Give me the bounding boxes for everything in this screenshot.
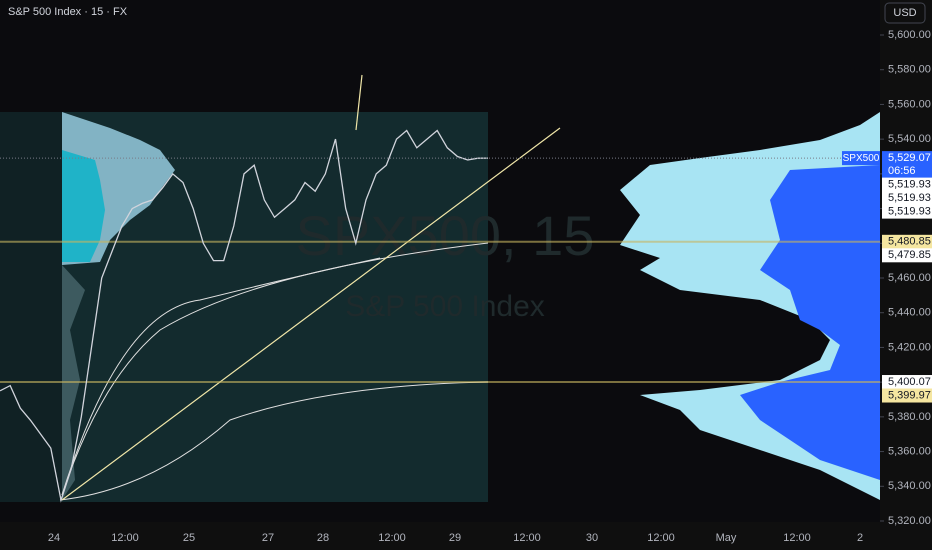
price-tag <box>882 388 932 403</box>
price-tag-label: 5,519.93 <box>888 192 931 204</box>
y-tick-label: 5,420.00 <box>888 341 931 353</box>
x-tick-label: 12:00 <box>513 532 541 544</box>
price-tag-label: 5,479.85 <box>888 249 931 261</box>
x-tick-label: 29 <box>449 532 461 544</box>
currency-label: USD <box>893 7 916 19</box>
y-tick-label: 5,560.00 <box>888 98 931 110</box>
price-tag-label: 5,519.93 <box>888 179 931 191</box>
price-tag <box>882 177 932 192</box>
right-profile-core <box>740 165 880 480</box>
band-lower <box>59 381 489 501</box>
x-tick-label: 12:00 <box>111 532 139 544</box>
y-tick-label: 5,600.00 <box>888 29 931 41</box>
price-line <box>0 129 489 503</box>
price-tag <box>882 151 932 180</box>
y-tick-label: 5,320.00 <box>888 515 931 527</box>
price-tag <box>882 248 932 263</box>
watermark-subtitle: S&P 500 Index <box>345 290 545 323</box>
symbol-tag-label: SPX500 <box>843 153 880 164</box>
price-tag <box>882 191 932 206</box>
symbol-tag <box>842 151 880 166</box>
x-tick-label: 25 <box>183 532 195 544</box>
y-tick-label: 5,360.00 <box>888 445 931 457</box>
x-tick-label: 12:00 <box>783 532 811 544</box>
x-tick-label: 24 <box>48 532 60 544</box>
x-tick-label: 12:00 <box>378 532 406 544</box>
x-tick-label: 27 <box>262 532 274 544</box>
trend-line <box>61 127 561 501</box>
price-tag-label: 5,399.97 <box>888 389 931 401</box>
x-tick-label: 2 <box>857 532 863 544</box>
wick-line <box>355 74 363 131</box>
y-tick-label: 5,580.00 <box>888 64 931 76</box>
x-tick-label: 28 <box>317 532 329 544</box>
price-tag-label: 5,519.93 <box>888 206 931 218</box>
left-profile-core <box>62 150 105 262</box>
time-axis <box>0 522 880 550</box>
price-tag <box>882 234 932 249</box>
band-upper <box>61 257 381 496</box>
x-tick-label: May <box>716 532 737 544</box>
y-tick-label: 5,340.00 <box>888 480 931 492</box>
chart-title: S&P 500 Index · 15 · FX <box>8 6 128 18</box>
currency-button[interactable] <box>884 2 926 24</box>
price-axis <box>880 0 932 550</box>
price-tag-label: 5,400.07 <box>888 376 931 388</box>
y-tick-label: 5,380.00 <box>888 411 931 423</box>
price-tag <box>882 204 932 219</box>
price-tag-label: 5,529.07 <box>888 152 931 164</box>
price-tag <box>882 375 932 390</box>
y-tick-label: 5,460.00 <box>888 272 931 284</box>
vwap <box>61 242 489 496</box>
y-tick-label: 5,540.00 <box>888 133 931 145</box>
x-tick-label: 30 <box>586 532 598 544</box>
countdown: 06:56 <box>888 165 916 177</box>
x-tick-label: 12:00 <box>647 532 675 544</box>
y-tick-label: 5,440.00 <box>888 307 931 319</box>
price-tag-label: 5,480.85 <box>888 236 931 248</box>
